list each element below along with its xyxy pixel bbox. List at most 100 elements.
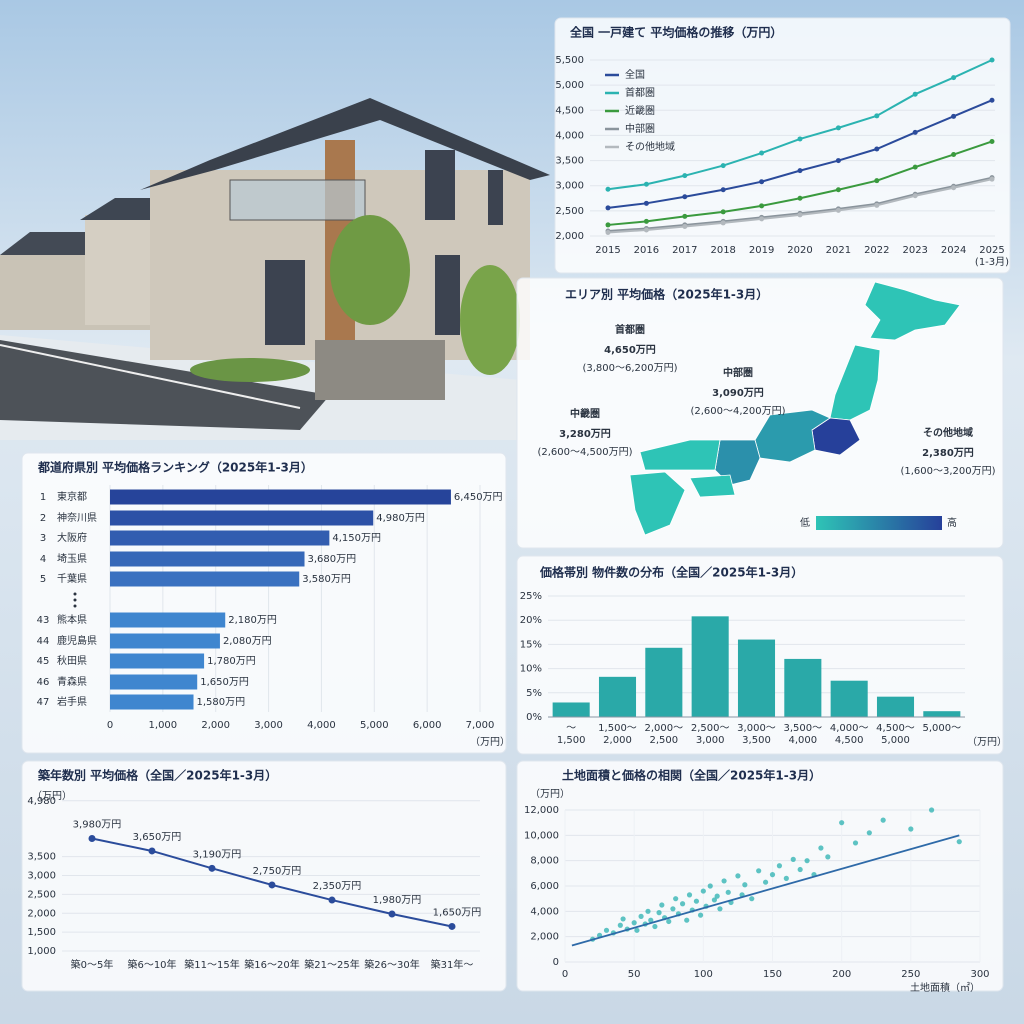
legend-high: 高: [947, 516, 957, 529]
point: [825, 854, 831, 860]
point: [605, 186, 611, 192]
bar: [110, 612, 226, 628]
data-label: 2,080万円: [223, 636, 272, 647]
x-unit: （万円）: [470, 736, 510, 748]
data-label: 2,350万円: [313, 881, 362, 892]
y-tick-label: 3,500: [555, 156, 584, 167]
x-tick-label: 2025 (1-3月): [975, 245, 1009, 268]
point: [684, 917, 690, 923]
bar: [110, 694, 194, 710]
x-tick-label: 2018: [710, 245, 735, 256]
bar: [784, 658, 822, 717]
bar: [876, 696, 915, 717]
chart-title: 都道府県別 平均価格ランキング（2025年1-3月）: [37, 460, 313, 475]
point: [951, 152, 957, 158]
point: [700, 888, 706, 894]
point: [759, 216, 765, 222]
region-range: (2,600～4,500万円): [537, 447, 632, 458]
bar: [110, 633, 220, 649]
x-tick-label: 5,000: [360, 720, 389, 731]
bar: [110, 571, 300, 587]
data-label: 1,650万円: [200, 677, 249, 688]
x-tick-label: 築11～15年: [184, 958, 239, 971]
point: [783, 875, 789, 882]
point: [617, 922, 623, 928]
point: [797, 195, 803, 201]
legend-label: 中部圏: [625, 122, 655, 135]
region-range: (2,600～4,200万円): [690, 406, 785, 417]
point: [735, 873, 741, 879]
region-name: 首都圏: [615, 323, 645, 336]
point: [707, 883, 713, 889]
point: [912, 193, 918, 199]
y-tick-label: 6,000: [530, 881, 559, 892]
point: [928, 807, 935, 813]
point: [714, 893, 720, 899]
map-region: [864, 281, 961, 341]
trend-line: [571, 834, 960, 947]
x-tick-label: 築21～25年: [304, 958, 359, 971]
x-tick-label: ～ 1,500: [557, 723, 586, 746]
data-label: 1,980万円: [373, 895, 422, 906]
data-label: 1,650万円: [433, 907, 482, 918]
data-label: 3,190万円: [193, 849, 242, 860]
region-value: 3,280万円: [559, 428, 611, 440]
bar: [110, 551, 305, 567]
region-name: 中部圏: [723, 366, 753, 379]
data-label: 4,150万円: [332, 533, 381, 544]
x-tick-label: 2,500～ 3,000: [691, 723, 730, 746]
point: [759, 203, 765, 209]
point: [620, 916, 626, 922]
point: [643, 181, 649, 187]
point: [912, 164, 918, 170]
point: [659, 902, 665, 908]
point: [697, 912, 704, 918]
point: [720, 220, 726, 226]
y-tick-label: 5,000: [555, 80, 584, 91]
point: [804, 858, 810, 864]
x-tick-label: 築16～20年: [244, 958, 299, 971]
x-tick-label: 2,000～ 2,500: [645, 723, 684, 746]
point: [721, 878, 727, 884]
x-tick-label: 築0～5年: [71, 958, 114, 971]
point: [673, 896, 679, 902]
rank: 5: [40, 574, 46, 585]
point: [769, 872, 776, 878]
point: [682, 173, 688, 179]
bar: [598, 676, 637, 717]
point: [956, 839, 962, 845]
data-label: 6,450万円: [454, 492, 503, 503]
rank: 2: [40, 513, 46, 524]
rank: 45: [37, 656, 50, 667]
category-label: 神奈川県: [57, 511, 97, 524]
x-tick-label: 4,000～ 4,500: [830, 723, 869, 746]
y-tick-label: 8,000: [530, 856, 559, 867]
x-tick-label: 4,500～ 5,000: [876, 723, 915, 746]
y-tick-label: 3,000: [555, 181, 584, 192]
point: [874, 113, 880, 119]
point: [951, 185, 957, 191]
point: [388, 910, 396, 918]
point: [951, 75, 957, 81]
rank: 43: [37, 615, 50, 626]
bar: [645, 647, 683, 717]
point: [874, 146, 880, 152]
y-tick-label: 1,000: [27, 946, 56, 957]
legend-label: 近畿圏: [625, 104, 655, 117]
y-tick-label: 0%: [526, 712, 542, 723]
legend-label: 首都圏: [625, 86, 655, 99]
point: [874, 202, 880, 208]
x-tick-label: 2024: [941, 245, 966, 256]
category-label: 鹿児島県: [57, 634, 97, 647]
point: [839, 820, 845, 826]
map-region: [629, 471, 686, 536]
x-tick-label: 4,000: [307, 720, 336, 731]
chart-title: 価格帯別 物件数の分布（全国／2025年1-3月）: [539, 565, 803, 580]
y-unit: （万円）: [530, 788, 570, 800]
point: [682, 223, 688, 229]
y-tick-label: 2,000: [27, 908, 56, 919]
point: [866, 830, 872, 836]
x-tick-label: 2015: [595, 245, 620, 256]
region-value: 4,650万円: [604, 344, 656, 356]
y-tick-label: 4,000: [555, 130, 584, 141]
